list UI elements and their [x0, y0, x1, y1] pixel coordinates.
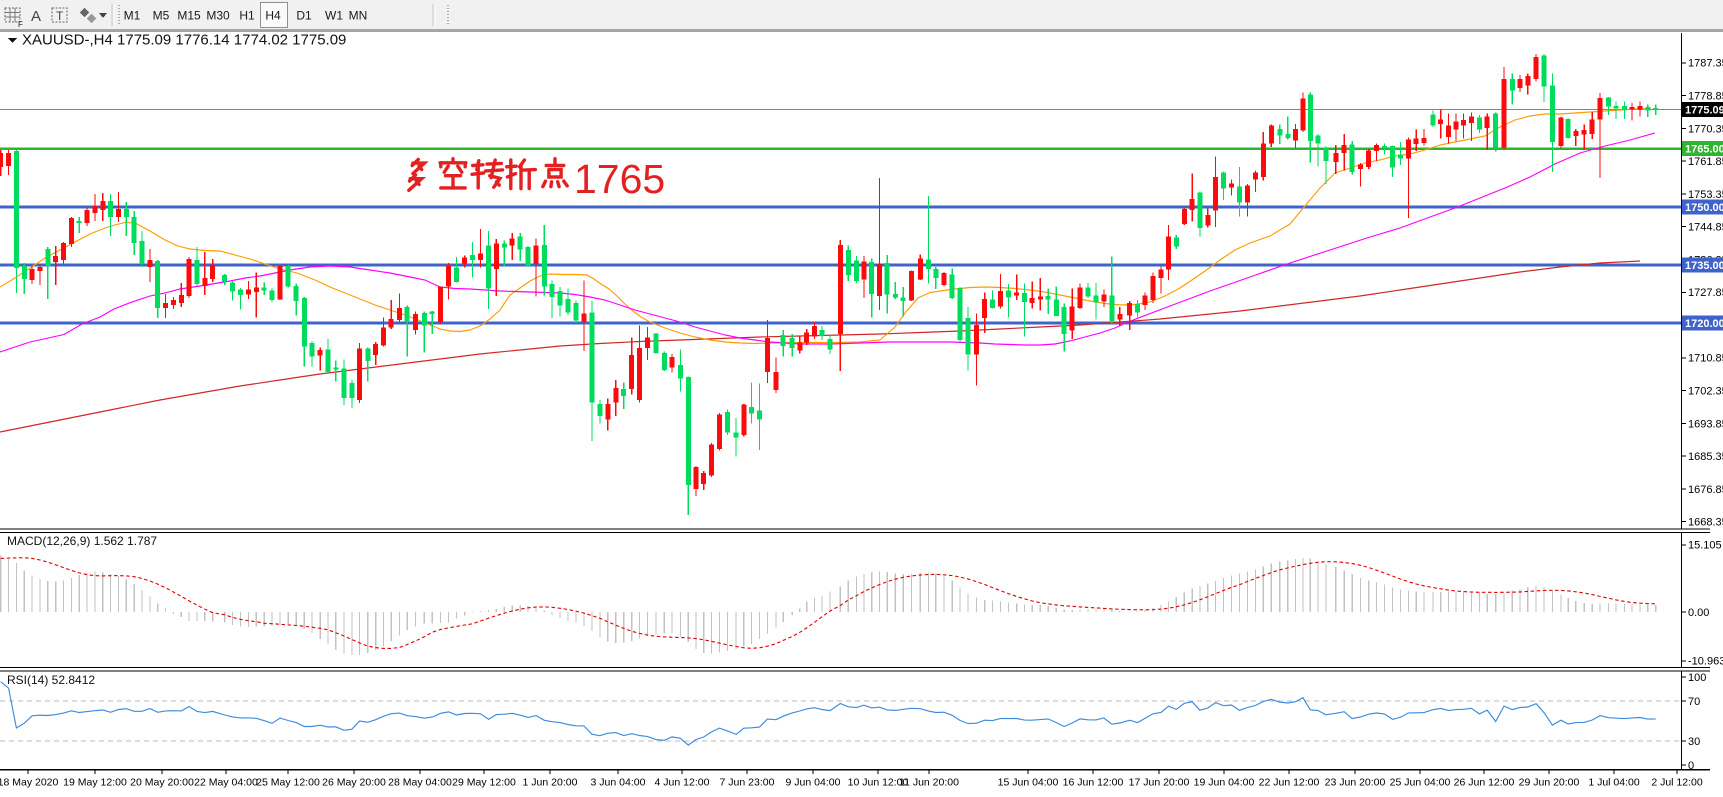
svg-text:M1: M1 [124, 9, 141, 23]
svg-text:H1: H1 [239, 9, 255, 23]
svg-text:29 Jun 20:00: 29 Jun 20:00 [1519, 777, 1580, 789]
svg-text:1753.35: 1753.35 [1688, 189, 1723, 201]
svg-text:M15: M15 [177, 9, 201, 23]
svg-text:18 May 2020: 18 May 2020 [0, 777, 59, 789]
svg-text:22 May 04:00: 22 May 04:00 [194, 777, 258, 789]
svg-text:30: 30 [1688, 736, 1700, 748]
svg-text:3 Jun 04:00: 3 Jun 04:00 [591, 777, 646, 789]
svg-text:1 Jul 04:00: 1 Jul 04:00 [1588, 777, 1640, 789]
svg-text:F: F [18, 20, 23, 29]
svg-text:23 Jun 20:00: 23 Jun 20:00 [1325, 777, 1386, 789]
svg-text:9 Jun 04:00: 9 Jun 04:00 [786, 777, 841, 789]
svg-text:W1: W1 [325, 9, 343, 23]
svg-text:1765: 1765 [574, 156, 665, 202]
svg-text:0: 0 [1688, 760, 1694, 772]
svg-text:M30: M30 [206, 9, 230, 23]
svg-text:T: T [56, 9, 64, 23]
svg-text:1693.85: 1693.85 [1688, 418, 1723, 430]
svg-text:RSI(14) 52.8412: RSI(14) 52.8412 [7, 673, 95, 687]
svg-text:0.00: 0.00 [1688, 607, 1709, 619]
svg-text:D1: D1 [296, 9, 312, 23]
svg-text:M5: M5 [153, 9, 170, 23]
svg-text:1 Jun 20:00: 1 Jun 20:00 [523, 777, 578, 789]
svg-text:25 Jun 04:00: 25 Jun 04:00 [1390, 777, 1451, 789]
svg-text:1787.35: 1787.35 [1688, 58, 1723, 70]
svg-text:1735.00: 1735.00 [1685, 260, 1723, 272]
svg-text:1778.85: 1778.85 [1688, 91, 1723, 103]
svg-text:29 May 12:00: 29 May 12:00 [452, 777, 516, 789]
svg-text:H4: H4 [265, 9, 281, 23]
svg-text:1761.85: 1761.85 [1688, 156, 1723, 168]
svg-text:-10.963: -10.963 [1688, 656, 1723, 668]
svg-text:28 May 04:00: 28 May 04:00 [388, 777, 452, 789]
svg-text:11 Jun 20:00: 11 Jun 20:00 [899, 777, 959, 789]
svg-text:MACD(12,26,9) 1.562 1.787: MACD(12,26,9) 1.562 1.787 [7, 534, 157, 548]
svg-text:1750.00: 1750.00 [1685, 202, 1723, 214]
svg-text:XAUUSD-,H4 1775.09 1776.14 17: XAUUSD-,H4 1775.09 1776.14 1774.02 1775.… [22, 32, 346, 49]
svg-text:1770.35: 1770.35 [1688, 123, 1723, 135]
svg-text:19 May 12:00: 19 May 12:00 [63, 777, 127, 789]
svg-text:1775.09: 1775.09 [1685, 104, 1723, 116]
svg-text:A: A [31, 8, 41, 25]
svg-text:15.105: 15.105 [1688, 540, 1722, 552]
svg-text:17 Jun 20:00: 17 Jun 20:00 [1129, 777, 1190, 789]
svg-text:26 Jun 12:00: 26 Jun 12:00 [1454, 777, 1515, 789]
svg-text:1685.35: 1685.35 [1688, 451, 1723, 463]
svg-text:16 Jun 12:00: 16 Jun 12:00 [1063, 777, 1124, 789]
svg-text:1720.00: 1720.00 [1685, 318, 1723, 330]
svg-text:100: 100 [1688, 672, 1706, 684]
svg-text:26 May 20:00: 26 May 20:00 [322, 777, 386, 789]
svg-text:1765.00: 1765.00 [1685, 144, 1723, 156]
svg-text:10 Jun 12:00: 10 Jun 12:00 [848, 777, 909, 789]
svg-text:22 Jun 12:00: 22 Jun 12:00 [1259, 777, 1320, 789]
svg-text:MN: MN [349, 9, 368, 23]
svg-text:20 May 20:00: 20 May 20:00 [130, 777, 194, 789]
svg-text:1727.85: 1727.85 [1688, 287, 1723, 299]
svg-text:1744.85: 1744.85 [1688, 222, 1723, 234]
svg-text:25 May 12:00: 25 May 12:00 [256, 777, 320, 789]
svg-text:1702.35: 1702.35 [1688, 386, 1723, 398]
svg-text:1676.85: 1676.85 [1688, 484, 1723, 496]
svg-text:2 Jul 12:00: 2 Jul 12:00 [1651, 777, 1703, 789]
svg-text:1668.35: 1668.35 [1688, 517, 1723, 529]
svg-text:15 Jun 04:00: 15 Jun 04:00 [998, 777, 1059, 789]
svg-text:7 Jun 23:00: 7 Jun 23:00 [720, 777, 775, 789]
svg-text:4 Jun 12:00: 4 Jun 12:00 [655, 777, 710, 789]
svg-text:1710.85: 1710.85 [1688, 353, 1723, 365]
svg-text:19 Jun 04:00: 19 Jun 04:00 [1194, 777, 1255, 789]
svg-text:70: 70 [1688, 696, 1700, 708]
